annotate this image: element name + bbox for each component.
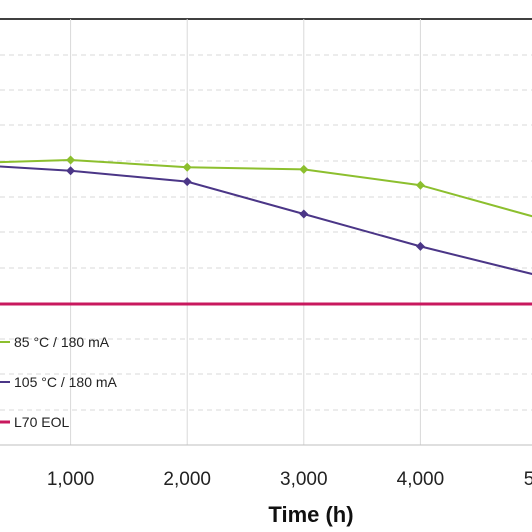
x-tick-label: 3,000 xyxy=(280,469,328,490)
x-tick-label: 2,000 xyxy=(163,469,211,490)
legend-entry-label: 85 °C / 180 mA xyxy=(14,334,110,350)
x-tick-label: 5,0 xyxy=(524,469,532,490)
x-tick-label: 1,000 xyxy=(47,469,95,490)
x-tick-label: 4,000 xyxy=(397,469,445,490)
legend-entry-label: L70 EOL xyxy=(14,414,69,430)
x-axis-title: Time (h) xyxy=(268,502,353,527)
legend-entry-label: 105 °C / 180 mA xyxy=(14,374,118,390)
